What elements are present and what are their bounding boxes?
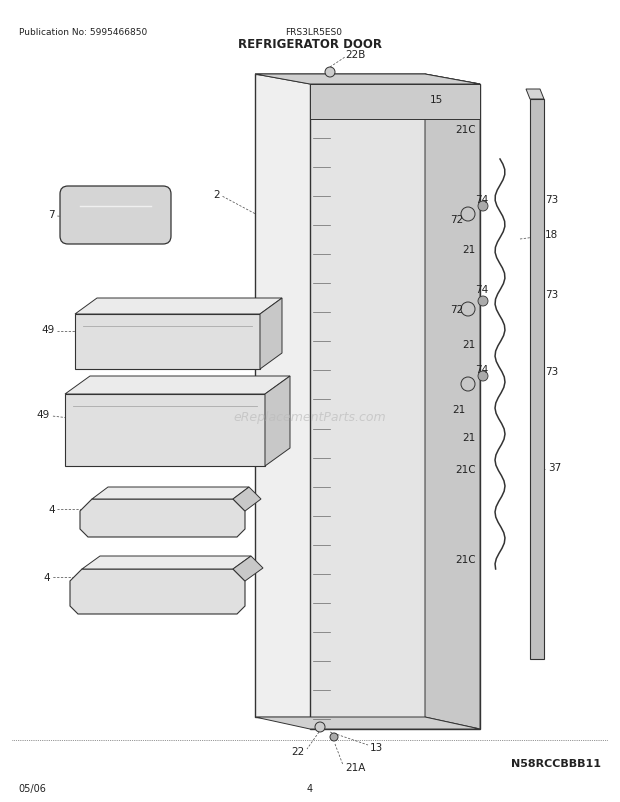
Polygon shape <box>233 488 261 512</box>
Text: 05/06: 05/06 <box>19 783 46 792</box>
Text: 21: 21 <box>462 432 476 443</box>
Text: eReplacementParts.com: eReplacementParts.com <box>234 411 386 423</box>
Polygon shape <box>526 90 544 100</box>
Text: 37: 37 <box>548 463 561 472</box>
Polygon shape <box>92 488 249 500</box>
Text: 74: 74 <box>475 285 488 294</box>
Circle shape <box>325 68 335 78</box>
Polygon shape <box>265 376 290 467</box>
Text: 4: 4 <box>48 504 55 514</box>
Text: REFRIGERATOR DOOR: REFRIGERATOR DOOR <box>238 38 382 51</box>
Text: 22B: 22B <box>345 50 365 60</box>
Polygon shape <box>255 717 480 729</box>
Polygon shape <box>310 85 480 729</box>
Text: 21: 21 <box>452 404 465 415</box>
FancyBboxPatch shape <box>60 187 171 245</box>
Circle shape <box>478 371 488 382</box>
Text: 21: 21 <box>462 245 476 255</box>
Text: N58RCCBBB11: N58RCCBBB11 <box>512 759 601 768</box>
Polygon shape <box>70 569 245 614</box>
Text: 74: 74 <box>475 365 488 375</box>
Text: 18: 18 <box>545 229 558 240</box>
Circle shape <box>478 297 488 306</box>
Text: 72: 72 <box>450 215 463 225</box>
Polygon shape <box>65 395 265 467</box>
Text: 13: 13 <box>370 742 383 752</box>
Text: 49: 49 <box>37 410 50 419</box>
Text: 73: 73 <box>545 290 558 300</box>
Text: 74: 74 <box>475 195 488 205</box>
Text: 4: 4 <box>43 573 50 582</box>
Polygon shape <box>80 500 245 537</box>
Polygon shape <box>65 376 290 395</box>
Polygon shape <box>310 85 480 119</box>
Text: 49: 49 <box>42 325 55 334</box>
Text: 72: 72 <box>450 305 463 314</box>
Text: 73: 73 <box>545 195 558 205</box>
Text: 22: 22 <box>292 746 305 756</box>
Polygon shape <box>425 75 480 729</box>
Text: 2: 2 <box>213 190 220 200</box>
Polygon shape <box>260 298 282 370</box>
Text: 4: 4 <box>307 783 313 792</box>
Text: 15: 15 <box>430 95 443 105</box>
Text: 21: 21 <box>462 339 476 350</box>
Circle shape <box>315 722 325 732</box>
Polygon shape <box>255 75 425 717</box>
Polygon shape <box>255 75 480 85</box>
Text: 21C: 21C <box>455 464 476 475</box>
Text: 73: 73 <box>545 367 558 376</box>
Polygon shape <box>530 100 544 659</box>
Circle shape <box>478 202 488 212</box>
Polygon shape <box>255 75 480 85</box>
Polygon shape <box>82 557 251 569</box>
Text: 7: 7 <box>48 210 55 220</box>
Polygon shape <box>75 298 282 314</box>
Polygon shape <box>75 314 260 370</box>
Text: 21A: 21A <box>345 762 365 772</box>
Text: 21C: 21C <box>455 554 476 565</box>
Text: Publication No: 5995466850: Publication No: 5995466850 <box>19 27 147 37</box>
Polygon shape <box>233 557 263 581</box>
Text: 21C: 21C <box>455 125 476 135</box>
Circle shape <box>330 733 338 741</box>
Polygon shape <box>73 200 168 241</box>
Text: FRS3LR5ES0: FRS3LR5ES0 <box>285 27 342 37</box>
